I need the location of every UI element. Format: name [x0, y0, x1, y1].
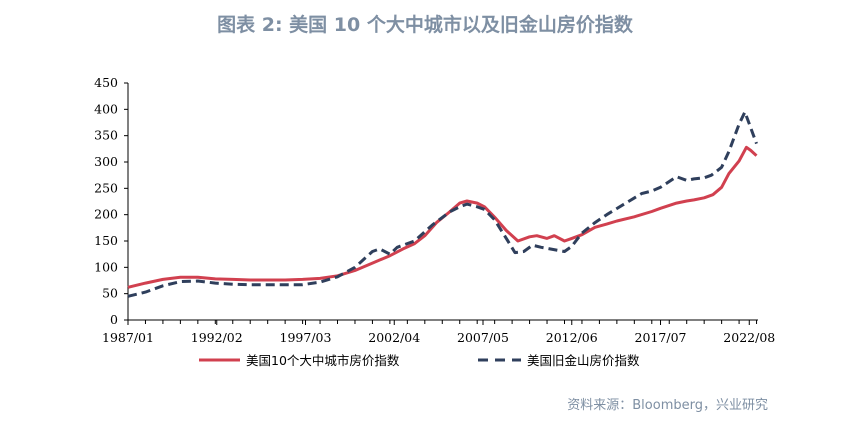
x-tick-label: 2012/06	[546, 330, 598, 345]
series-lines	[127, 110, 758, 298]
y-tick-label: 400	[94, 101, 118, 116]
chart-title: 图表 2: 美国 10 个大中城市以及旧金山房价指数	[217, 14, 633, 36]
y-tick-label: 450	[94, 75, 118, 90]
y-tick-label: 100	[94, 259, 118, 274]
series-line-sf	[127, 110, 758, 298]
y-tick-label: 350	[94, 128, 118, 143]
legend: 美国10个大中城市房价指数 美国旧金山房价指数	[199, 353, 640, 368]
series-line-us10	[127, 145, 758, 289]
x-tick-label: 2022/08	[723, 330, 775, 345]
y-tick-label: 50	[102, 286, 118, 301]
axes: 0 50 100 150 200 250 300 350 400 450 1987/01 1992/0…	[94, 75, 775, 345]
legend-label-sf: 美国旧金山房价指数	[527, 353, 640, 368]
x-tick-label: 1992/02	[191, 330, 243, 345]
x-tick-label: 1987/01	[102, 330, 154, 345]
y-tick-label: 150	[94, 233, 118, 248]
x-tick-label: 2002/04	[368, 330, 420, 345]
x-tick-label: 2017/07	[635, 330, 687, 345]
y-tick-label: 0	[110, 312, 118, 327]
legend-label-us10: 美国10个大中城市房价指数	[246, 353, 400, 368]
y-tick-label: 300	[94, 154, 118, 169]
source-note: 资料来源：Bloomberg，兴业研究	[567, 398, 768, 413]
x-tick-label: 2007/05	[457, 330, 509, 345]
y-tick-label: 200	[94, 207, 118, 222]
y-tick-label: 250	[94, 180, 118, 195]
x-tick-label: 1997/03	[280, 330, 332, 345]
